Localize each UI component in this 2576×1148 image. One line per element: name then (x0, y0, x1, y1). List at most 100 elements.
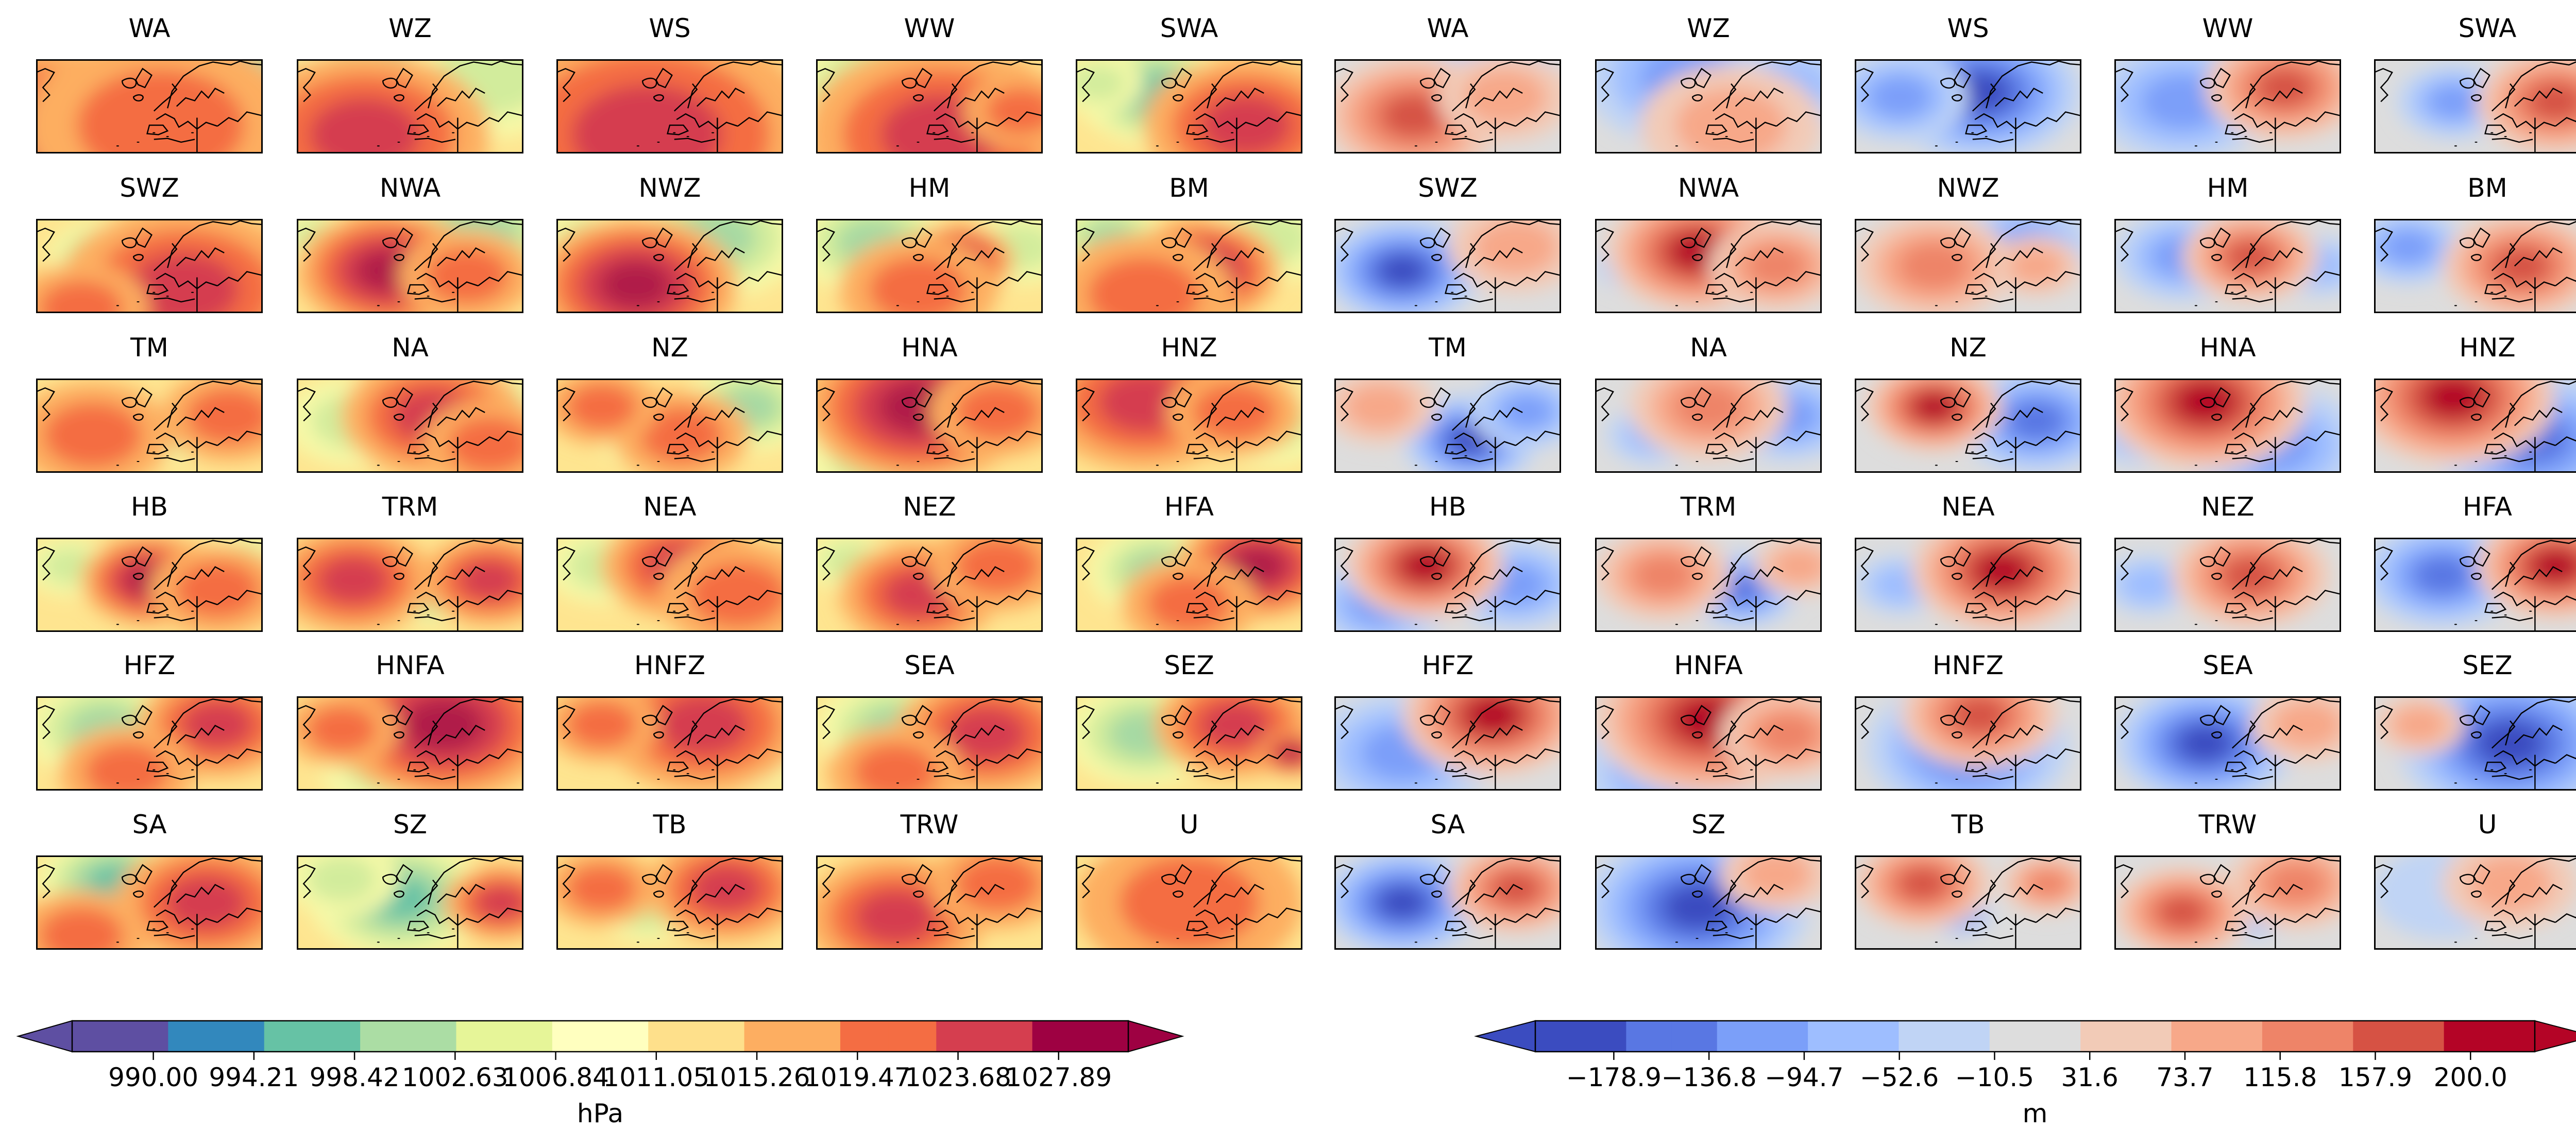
positive-anomaly-contour (297, 542, 411, 619)
coastline-overlay (2114, 221, 2341, 313)
positive-anomaly-contour (425, 247, 509, 303)
panel-title: NEA (1941, 492, 1995, 522)
positive-anomaly-contour (853, 744, 938, 791)
map-panel-ws (1855, 59, 2081, 153)
panel-title: TM (130, 333, 168, 363)
panel-title: WA (128, 13, 171, 43)
coastline-overlay (36, 381, 263, 472)
panel-title: HFZ (123, 650, 176, 680)
field-layer (2114, 219, 2341, 313)
coastline-overlay (297, 698, 523, 790)
panel-title: WW (2202, 13, 2253, 43)
positive-anomaly-contour (84, 744, 169, 791)
field-layer (2374, 219, 2576, 313)
panel-title: HNFZ (634, 650, 705, 680)
field-layer (1334, 219, 1561, 313)
positive-anomaly-contour (2272, 701, 2341, 748)
positive-anomaly-contour (869, 257, 967, 313)
panel-title: TB (1951, 810, 1985, 839)
panel-title: NZ (1950, 333, 1987, 363)
field-layer (556, 538, 783, 632)
coastline-overlay (2374, 858, 2576, 949)
field-layer (1595, 855, 1822, 950)
coastline-overlay (816, 61, 1043, 153)
positive-anomaly-contour (2027, 870, 2068, 897)
coastline-overlay (2114, 540, 2341, 631)
panel-title: SEZ (2462, 650, 2513, 680)
coastline-overlay (2114, 61, 2341, 153)
panel-title: HB (1429, 492, 1466, 522)
colorbar-tick-label: 1006.84 (502, 1063, 609, 1092)
map-panel-sz (1595, 855, 1822, 950)
negative-anomaly-contour (2383, 230, 2433, 264)
coastline-overlay (816, 540, 1043, 631)
map-panel-sez (1076, 696, 1302, 791)
map-panel-tm (1334, 379, 1561, 473)
positive-anomaly-contour (1382, 95, 1446, 137)
coastline-overlay (1595, 381, 1822, 472)
map-panel-sz (297, 855, 523, 950)
coastline-overlay (1334, 858, 1561, 949)
positive-anomaly-contour (1467, 698, 1519, 733)
coastline-overlay (556, 698, 783, 790)
positive-anomaly-contour (44, 402, 142, 468)
left-colorbar (16, 1020, 1184, 1060)
map-panel-hnfz (1855, 696, 2081, 791)
map-panel-nz (1855, 379, 2081, 473)
positive-anomaly-contour (1899, 242, 1970, 290)
positive-anomaly-contour (2159, 896, 2206, 928)
map-panel-bm (1076, 219, 1302, 313)
map-panel-hfa (2374, 538, 2576, 632)
positive-anomaly-contour (2533, 551, 2576, 581)
colorbar-tick-label: 990.00 (108, 1063, 199, 1092)
coastline-overlay (1076, 858, 1302, 949)
field-layer (297, 379, 523, 473)
map-panel-hnfz (556, 696, 783, 791)
panel-title: NWA (379, 173, 441, 203)
coastline-overlay (2114, 858, 2341, 949)
map-panel-sea (816, 696, 1043, 791)
panel-title: WW (904, 13, 955, 43)
map-panel-swz (1334, 219, 1561, 313)
colorbar-tick-label: 157.9 (2338, 1063, 2413, 1092)
negative-anomaly-contour (1076, 64, 1127, 101)
coastline-overlay (1076, 540, 1302, 631)
coastline-overlay (36, 540, 263, 631)
map-panel-tb (556, 855, 783, 950)
map-panel-wa (1334, 59, 1561, 153)
colorbar-tick-label: −136.8 (1661, 1063, 1757, 1092)
map-panel-wz (297, 59, 523, 153)
map-panel-trm (297, 538, 523, 632)
coastline-overlay (1855, 221, 2081, 313)
negative-anomaly-contour (2478, 722, 2543, 765)
coastline-overlay (2114, 381, 2341, 472)
map-panel-u (1076, 855, 1302, 950)
panel-title: HNFA (1674, 650, 1743, 680)
positive-anomaly-contour (658, 696, 749, 755)
coastline-overlay (1076, 698, 1302, 790)
positive-anomaly-contour (318, 556, 389, 604)
coastline-overlay (556, 858, 783, 949)
panel-title: HB (131, 492, 168, 522)
panel-title: NEZ (903, 492, 956, 522)
negative-anomaly-contour (2142, 75, 2223, 129)
positive-anomaly-contour (567, 383, 637, 430)
map-panel-nwz (556, 219, 783, 313)
map-panel-tm (36, 379, 263, 473)
field-layer (1076, 696, 1302, 791)
positive-anomaly-contour (1914, 393, 1954, 420)
coastline-overlay (1855, 381, 2081, 472)
panel-title: HM (2207, 173, 2249, 203)
coastline-overlay (1334, 698, 1561, 790)
positive-anomaly-contour (1492, 872, 1539, 904)
panel-title: NZ (651, 333, 688, 363)
positive-anomaly-contour (1952, 696, 2007, 734)
field-layer (2114, 538, 2341, 632)
field-layer (1595, 538, 1822, 632)
positive-anomaly-contour (955, 538, 1040, 594)
map-panel-sez (2374, 696, 2576, 791)
positive-anomaly-contour (1633, 555, 1693, 596)
map-panel-na (297, 379, 523, 473)
coastline-overlay (297, 221, 523, 313)
positive-anomaly-contour (945, 707, 1027, 761)
